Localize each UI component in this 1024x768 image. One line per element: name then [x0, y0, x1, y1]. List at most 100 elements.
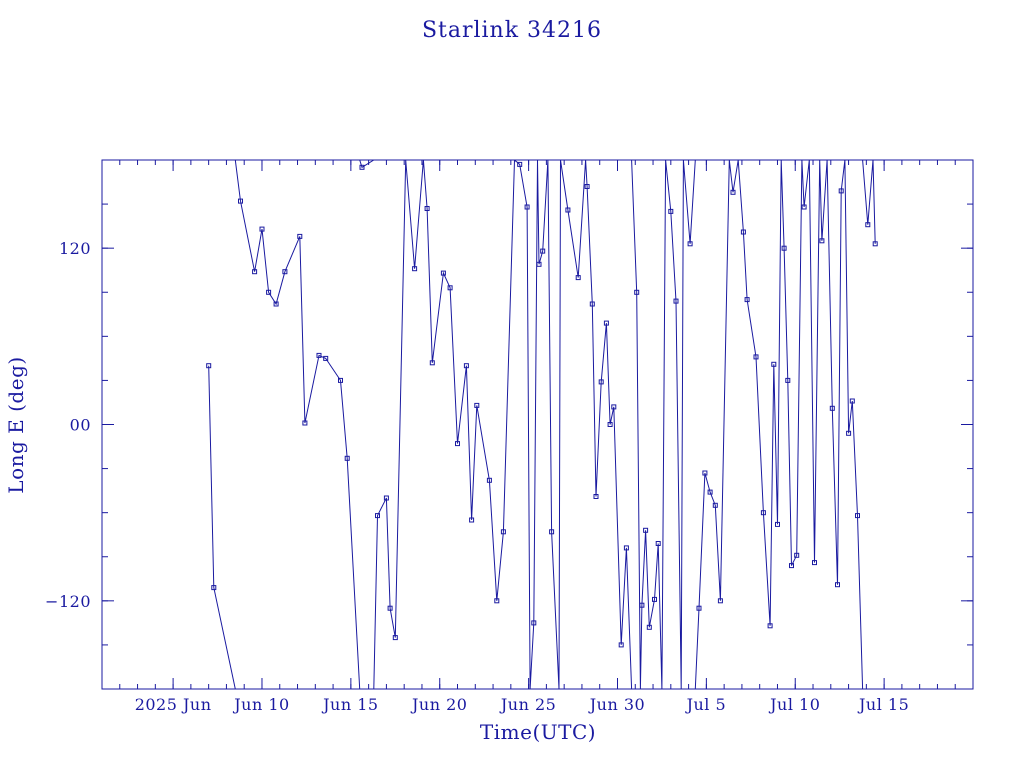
data-point: [760, 510, 766, 516]
data-point: [785, 377, 791, 383]
data-point: [801, 204, 807, 210]
data-point: [486, 477, 492, 483]
series-line-group: [208, 160, 876, 689]
x-tick-label: Jul 5: [685, 695, 727, 714]
series-line: [208, 160, 876, 689]
data-point: [211, 585, 217, 591]
data-point: [829, 405, 835, 411]
x-tick-label: Jun 25: [499, 695, 556, 714]
data-point: [463, 363, 469, 369]
data-point: [517, 161, 523, 167]
plot-frame: [101, 159, 974, 690]
major-ticks: [102, 160, 973, 689]
data-point: [789, 563, 794, 569]
data-point: [392, 635, 398, 641]
x-tick-label: Jun 30: [588, 695, 645, 714]
data-point: [652, 596, 657, 602]
data-point: [607, 422, 613, 427]
data-point: [424, 206, 430, 211]
y-tick-label: 00: [70, 416, 91, 435]
data-point: [618, 642, 624, 648]
data-point: [855, 513, 860, 519]
data-point: [429, 360, 435, 366]
data-point: [707, 489, 713, 495]
data-point: [469, 517, 475, 523]
data-point: [771, 361, 777, 367]
data-point: [717, 598, 723, 604]
data-point: [696, 605, 702, 611]
data-point: [383, 495, 389, 501]
data-point: [316, 352, 322, 358]
minor-ticks: [101, 159, 974, 690]
series-markers: [206, 161, 878, 648]
data-point: [455, 441, 460, 447]
data-point: [744, 297, 750, 303]
data-point: [206, 363, 212, 369]
y-tick-labels: −120 00 120: [45, 239, 91, 611]
chart-title: Starlink 34216: [422, 18, 602, 43]
data-point: [634, 289, 640, 295]
data-point: [655, 541, 661, 546]
data-point: [668, 208, 674, 214]
data-point: [775, 521, 780, 527]
data-point: [536, 261, 542, 267]
data-point: [282, 269, 288, 275]
data-point: [259, 226, 265, 232]
data-point: [643, 527, 649, 533]
data-point: [589, 301, 595, 307]
data-point: [540, 248, 546, 254]
data-point: [593, 494, 599, 499]
data-point: [494, 598, 500, 604]
data-point: [565, 207, 571, 213]
data-point: [273, 301, 279, 307]
x-tick-label: Jul 10: [768, 695, 820, 714]
data-point: [252, 269, 258, 275]
data-point: [266, 289, 272, 295]
data-point: [673, 298, 679, 304]
data-point: [646, 624, 652, 630]
data-point: [849, 398, 855, 404]
data-point: [865, 222, 871, 228]
data-point: [712, 502, 718, 508]
x-tick-label: Jun 15: [321, 695, 378, 714]
data-point: [500, 529, 506, 535]
data-point: [819, 238, 825, 244]
x-tick-label: Jul 15: [857, 695, 909, 714]
data-point: [323, 355, 329, 361]
data-point: [524, 204, 530, 210]
data-point: [603, 320, 609, 326]
data-point: [872, 241, 878, 247]
x-tick-labels: 2025 Jun Jun 10 Jun 15 Jun 20 Jun 25 Jun 30 Ju…: [135, 695, 909, 714]
data-point: [344, 455, 350, 461]
data-point: [531, 620, 537, 626]
data-point: [338, 377, 343, 383]
data-point: [447, 285, 453, 291]
y-tick-label: −120: [45, 592, 91, 611]
data-point: [812, 560, 817, 566]
data-point: [794, 552, 800, 558]
y-tick-label: 120: [59, 239, 91, 258]
data-point: [846, 430, 852, 436]
y-axis-label: Long E (deg): [4, 356, 28, 493]
data-point: [412, 266, 418, 272]
x-axis-label: Time(UTC): [480, 720, 596, 744]
data-point: [687, 241, 693, 247]
data-point: [623, 545, 629, 551]
data-point: [302, 420, 308, 426]
data-point: [730, 189, 736, 195]
data-point: [575, 275, 581, 281]
data-point: [387, 605, 393, 611]
data-point: [639, 602, 645, 608]
data-point: [598, 379, 604, 385]
data-point: [753, 354, 759, 360]
data-point: [238, 198, 243, 204]
data-point: [375, 513, 380, 519]
data-point: [740, 229, 746, 235]
data-point: [702, 470, 708, 476]
data-point: [549, 529, 555, 535]
data-point: [297, 233, 303, 239]
data-point: [767, 623, 773, 629]
data-point: [611, 404, 617, 410]
x-tick-label: Jun 20: [410, 695, 467, 714]
